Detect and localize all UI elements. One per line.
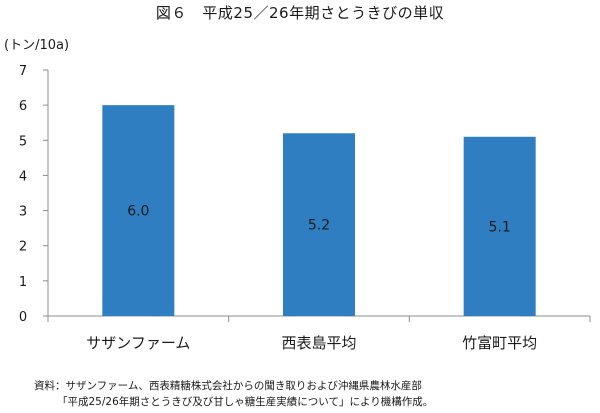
source-line-1: 資料：サザンファーム、西表精糖株式会社からの聞き取りおよび沖縄県農林水産部: [34, 380, 422, 392]
bar-value-label: 5.2: [308, 218, 330, 234]
y-tick-label: 1: [19, 275, 27, 290]
source-note: 資料：サザンファーム、西表精糖株式会社からの聞き取りおよび沖縄県農林水産部 「平…: [34, 378, 433, 410]
y-axis-unit-label: (トン/10a): [4, 38, 70, 53]
y-tick-label: 6: [19, 99, 27, 114]
y-tick-label: 5: [19, 134, 27, 149]
y-tick-label: 0: [19, 310, 27, 325]
x-category-label: 竹富町平均: [462, 334, 537, 352]
bar: [283, 133, 355, 316]
bar-value-label: 6.0: [127, 204, 149, 220]
source-line-2: 「平成25/26年期さとうきび及び甘しゃ糖生産実績について」により機構作成。: [57, 396, 434, 408]
chart-title: 図６ 平成25／26年期さとうきびの単収: [155, 4, 445, 22]
bar: [102, 105, 175, 317]
bar: [463, 136, 536, 316]
x-category-label: 西表島平均: [281, 334, 356, 352]
y-tick-label: 4: [19, 169, 27, 184]
bar-value-label: 5.1: [489, 219, 511, 235]
y-tick-label: 2: [19, 240, 27, 255]
y-tick-label: 3: [19, 205, 27, 220]
y-tick-label: 7: [19, 64, 27, 79]
x-category-label: サザンファーム: [86, 334, 190, 352]
